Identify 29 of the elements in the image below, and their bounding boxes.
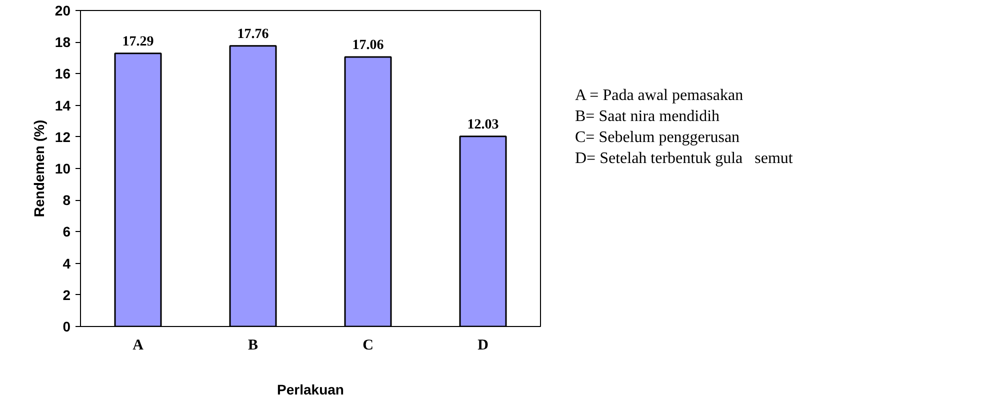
- x-axis-title: Perlakuan: [277, 382, 344, 398]
- y-axis-title: Rendemen (%): [30, 120, 47, 218]
- data-label: 12.03: [467, 117, 499, 132]
- y-tick-label: 14: [54, 97, 71, 114]
- data-label: 17.29: [122, 34, 154, 50]
- x-tick-label: D: [478, 338, 489, 354]
- y-tick-label: 18: [54, 34, 71, 50]
- x-tick-label: A: [132, 338, 144, 354]
- bar: [344, 56, 392, 326]
- x-tick-label: C: [362, 338, 374, 354]
- data-label: 17.06: [352, 38, 384, 53]
- y-tick-label: 12: [54, 128, 71, 145]
- bar: [459, 136, 507, 326]
- y-tick-label: 8: [62, 192, 71, 208]
- bar: [229, 45, 277, 326]
- bar: [114, 52, 162, 326]
- x-tick-label: B: [248, 338, 258, 354]
- y-tick-label: 2: [62, 286, 71, 303]
- text: A = Pada awal pemasakan: [575, 86, 744, 106]
- y-tick-label: 4: [62, 255, 71, 272]
- text: C= Sebelum penggerusan: [575, 128, 741, 148]
- y-tick-label: 6: [62, 224, 71, 240]
- y-tick-label: 0: [62, 318, 71, 334]
- data-label: 17.76: [237, 26, 269, 42]
- text: D= Setelah terbentuk gula semut: [575, 149, 793, 169]
- y-tick-label: 16: [54, 66, 71, 82]
- y-tick-label: 10: [54, 160, 71, 176]
- text: B= Saat nira mendidih: [575, 107, 721, 127]
- y-tick-label: 20: [54, 2, 71, 18]
